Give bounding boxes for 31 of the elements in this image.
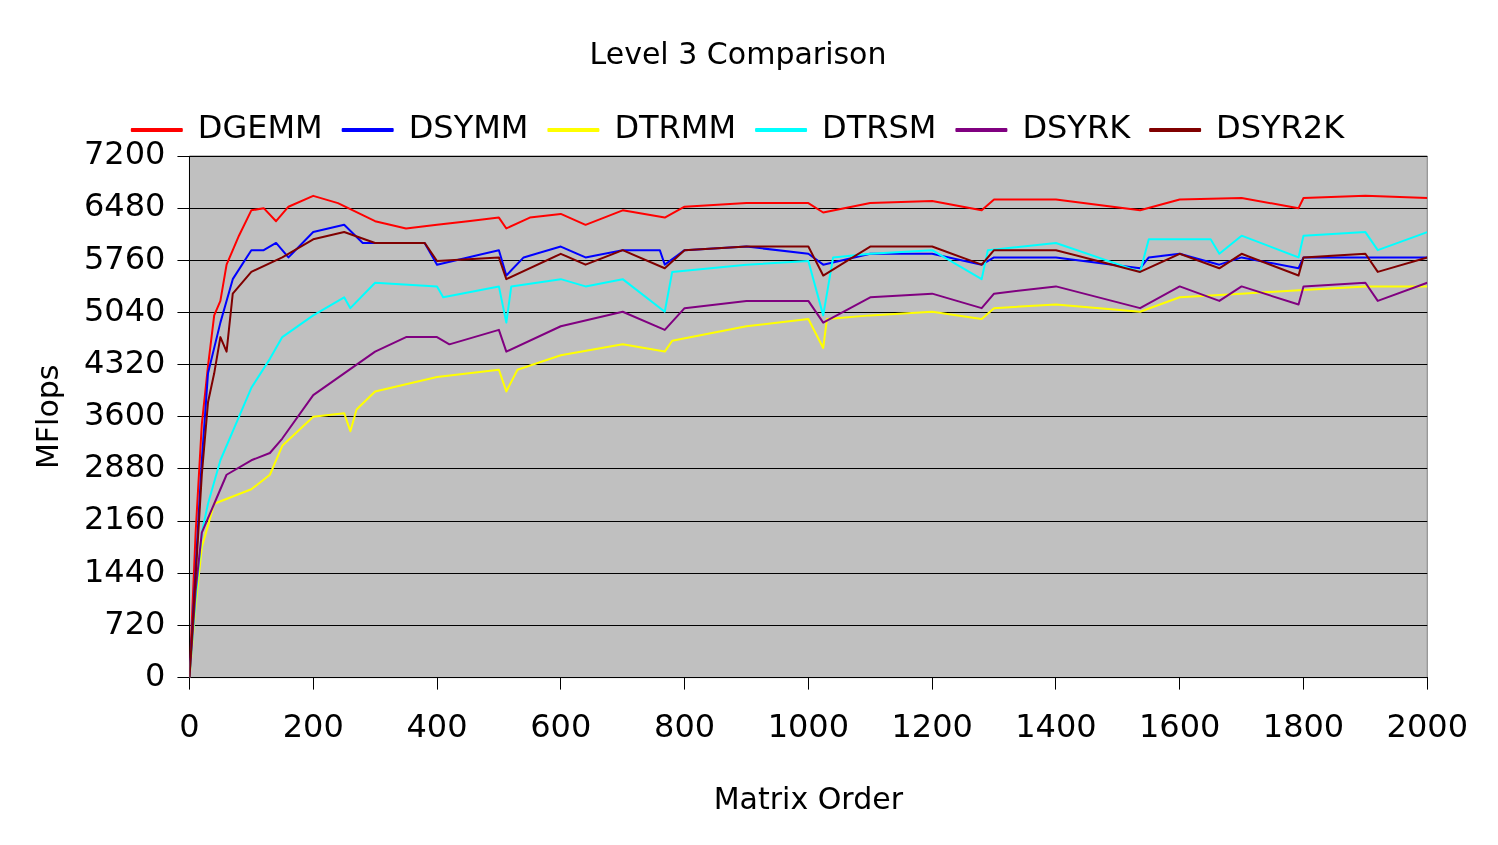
legend-label: DTRMM [614,108,737,147]
x-tick-label: 1800 [1262,707,1345,746]
legend-label: DSYR2K [1216,108,1346,147]
legend-label: DTRSM [822,108,937,147]
chart-title: Level 3 Comparison [589,35,887,71]
x-tick-label: 1200 [891,707,973,746]
y-tick-label: 4320 [84,342,166,381]
x-tick-label: 600 [530,707,592,746]
legend-label: DGEMM [197,108,323,147]
x-tick-label: 0 [179,707,200,746]
x-tick-label: 1000 [767,707,850,746]
y-tick-label: 5760 [84,238,166,277]
y-tick-label: 7200 [84,134,166,173]
y-tick-label: 5040 [84,290,166,329]
x-axis-title: Matrix Order [713,780,904,816]
y-tick-label: 2880 [84,447,166,486]
x-tick-label: 800 [654,707,716,746]
y-tick-label: 720 [104,603,166,642]
x-tick-label: 200 [282,707,344,746]
x-tick-label: 2000 [1386,707,1468,746]
x-tick-label: 1600 [1138,707,1221,746]
y-tick-label: 2160 [84,499,166,538]
legend-label: DSYRK [1022,108,1132,147]
y-tick-label: 6480 [84,186,166,225]
y-tick-label: 1440 [84,551,166,590]
y-tick-label: 3600 [84,395,166,434]
y-tick-label: 0 [145,655,166,694]
x-tick-label: 400 [406,707,468,746]
legend-label: DSYMM [408,108,529,147]
y-axis-title: MFlops [29,364,65,470]
x-tick-label: 1400 [1015,707,1097,746]
